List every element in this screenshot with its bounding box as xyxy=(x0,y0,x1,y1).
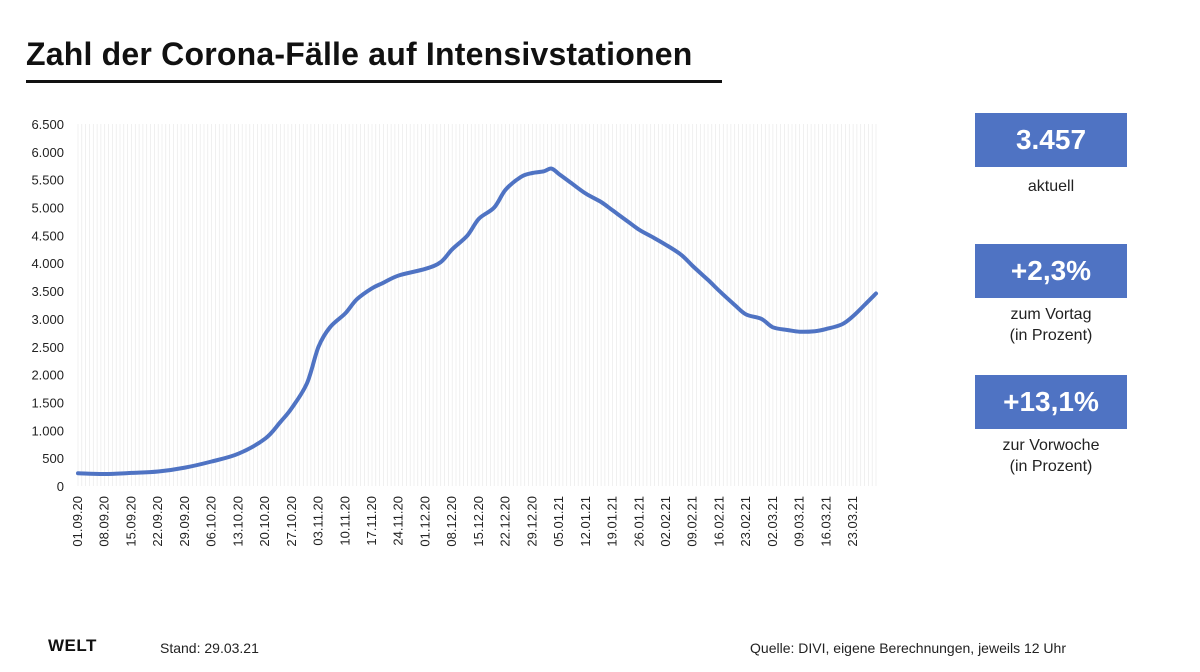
x-tick-label: 22.09.20 xyxy=(150,496,165,547)
grid-lines xyxy=(77,124,877,486)
x-tick-label: 06.10.20 xyxy=(204,496,219,547)
y-tick-label: 6.500 xyxy=(31,117,64,132)
x-tick-label: 02.02.21 xyxy=(658,496,673,547)
x-tick-label: 20.10.20 xyxy=(257,496,272,547)
chart-title: Zahl der Corona-Fälle auf Intensivstatio… xyxy=(26,36,693,72)
y-tick-label: 1.000 xyxy=(31,423,64,438)
week-change-label-line1: zur Vorwoche xyxy=(1002,437,1100,454)
current-value-label: aktuell xyxy=(955,176,1147,197)
x-tick-label: 23.02.21 xyxy=(738,496,753,547)
week-change-box: +13,1% xyxy=(975,375,1127,429)
y-tick-label: 2.500 xyxy=(31,340,64,355)
x-tick-label: 15.09.20 xyxy=(123,496,138,547)
x-tick-label: 01.09.20 xyxy=(70,496,85,547)
x-tick-label: 09.02.21 xyxy=(685,496,700,547)
day-change-label: zum Vortag (in Prozent) xyxy=(955,304,1147,346)
x-tick-label: 08.12.20 xyxy=(444,496,459,547)
x-tick-label: 02.03.21 xyxy=(765,496,780,547)
x-tick-label: 09.03.21 xyxy=(792,496,807,547)
x-tick-label: 16.03.21 xyxy=(818,496,833,547)
y-tick-label: 4.500 xyxy=(31,228,64,243)
x-tick-label: 12.01.21 xyxy=(578,496,593,547)
x-tick-label: 05.01.21 xyxy=(551,496,566,547)
day-change-box: +2,3% xyxy=(975,244,1127,298)
week-change-label: zur Vorwoche (in Prozent) xyxy=(955,435,1147,477)
y-tick-label: 1.500 xyxy=(31,395,64,410)
x-tick-label: 24.11.20 xyxy=(391,496,406,546)
current-value-box: 3.457 xyxy=(975,113,1127,167)
x-tick-label: 29.12.20 xyxy=(524,496,539,547)
y-axis: 0 500 1.000 1.500 2.000 2.500 3.000 3.500 4.000 4… xyxy=(31,117,64,494)
x-tick-label: 08.09.20 xyxy=(97,496,112,547)
title-underline xyxy=(26,80,722,83)
source-note: Quelle: DIVI, eigene Berechnungen, jewei… xyxy=(750,640,1066,656)
x-tick-label: 17.11.20 xyxy=(364,496,379,546)
current-value-label-line: aktuell xyxy=(1027,178,1075,195)
day-change-label-line1: zum Vortag xyxy=(1010,306,1092,323)
x-tick-label: 29.09.20 xyxy=(177,496,192,547)
y-tick-label: 2.000 xyxy=(31,368,64,383)
x-tick-label: 22.12.20 xyxy=(498,496,513,547)
y-tick-label: 5.000 xyxy=(31,201,64,216)
day-change-label-line2: (in Prozent) xyxy=(1009,327,1093,344)
x-tick-label: 13.10.20 xyxy=(230,496,245,547)
x-tick-label: 10.11.20 xyxy=(337,496,352,546)
x-tick-label: 26.01.21 xyxy=(631,496,646,547)
y-tick-label: 3.500 xyxy=(31,284,64,299)
welt-logo: WELT xyxy=(48,636,97,655)
x-axis: 01.09.20 08.09.20 15.09.20 22.09.20 29.09.20… xyxy=(70,496,860,547)
y-tick-label: 5.500 xyxy=(31,173,64,188)
y-tick-label: 6.000 xyxy=(31,145,64,160)
x-tick-label: 03.11.20 xyxy=(311,496,326,546)
x-tick-label: 16.02.21 xyxy=(711,496,726,547)
x-tick-label: 15.12.20 xyxy=(471,496,486,547)
y-tick-label: 500 xyxy=(42,451,64,466)
x-tick-label: 23.03.21 xyxy=(845,496,860,547)
x-tick-label: 01.12.20 xyxy=(417,496,432,547)
y-tick-label: 0 xyxy=(57,479,64,494)
series-line xyxy=(76,166,878,477)
x-tick-label: 19.01.21 xyxy=(605,496,620,547)
date-stand: Stand: 29.03.21 xyxy=(160,640,259,656)
y-tick-label: 4.000 xyxy=(31,256,64,271)
x-tick-label: 27.10.20 xyxy=(284,496,299,547)
y-tick-label: 3.000 xyxy=(31,312,64,327)
week-change-label-line2: (in Prozent) xyxy=(1009,458,1093,475)
series-layer xyxy=(76,166,878,477)
